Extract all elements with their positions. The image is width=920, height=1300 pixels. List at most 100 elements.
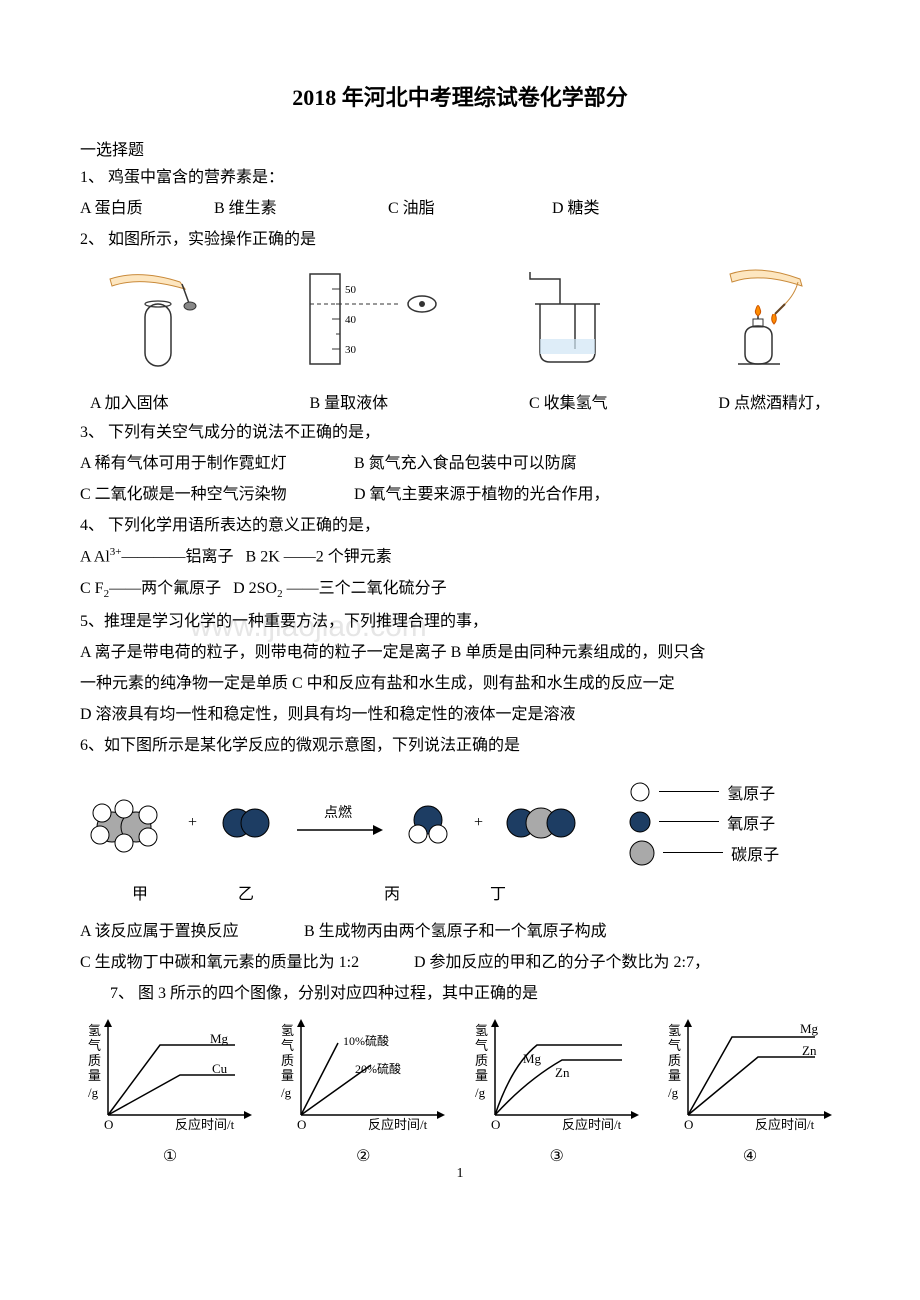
- q4-D-pre: D 2SO: [233, 580, 277, 597]
- legend-C: 碳原子: [731, 841, 779, 865]
- q6-row2: C 生成物丁中碳和氧元素的质量比为 1:2 D 参加反应的甲和乙的分子个数比为 …: [80, 949, 840, 976]
- q2-images: 50 40 30: [80, 264, 840, 379]
- q4-A-pre: A Al: [80, 549, 110, 566]
- q2-img-B: 50 40 30: [290, 264, 450, 379]
- svg-text:氢: 氢: [88, 1023, 101, 1038]
- svg-text:氢: 氢: [281, 1023, 294, 1038]
- molecule-yi: [215, 798, 275, 848]
- q3-B: B 氮气充入食品包装中可以防腐: [354, 450, 577, 477]
- svg-text:反应时间/t: 反应时间/t: [562, 1117, 622, 1132]
- q2-img-A: [90, 264, 230, 379]
- legend-O: 氧原子: [727, 810, 775, 834]
- section-header: 一选择题: [80, 136, 840, 160]
- q3-stem: 3、 下列有关空气成分的说法不正确的是，: [80, 419, 840, 446]
- q6-label-row: 甲 乙 丙 丁: [132, 880, 840, 904]
- svg-text:O: O: [491, 1117, 500, 1132]
- q4-B: B 2K ——2 个钾元素: [246, 549, 392, 566]
- svg-text:Zn: Zn: [802, 1043, 817, 1058]
- q3-row1: A 稀有气体可用于制作霓虹灯 B 氮气充入食品包装中可以防腐: [80, 450, 840, 477]
- arrow-icon: [293, 822, 383, 838]
- q5-l2: 一种元素的纯净物一定是单质 C 中和反应有盐和水生成，则有盐和水生成的反应一定: [80, 670, 840, 697]
- q2-img-C: [510, 264, 630, 379]
- label-bing: 丙: [384, 880, 400, 904]
- q2-D: D 点燃酒精灯，: [718, 389, 830, 413]
- q1-D: D 糖类: [552, 195, 600, 222]
- cyl-50: 50: [345, 284, 357, 296]
- q5-l3: D 溶液具有均一性和稳定性，则具有均一性和稳定性的液体一定是溶液: [80, 701, 840, 728]
- svg-text:Cu: Cu: [212, 1061, 228, 1076]
- q2-B: B 量取液体: [309, 389, 509, 413]
- q2-labels: A 加入固体 B 量取液体 C 收集氢气 D 点燃酒精灯，: [80, 389, 840, 413]
- q2-img-D: [690, 264, 830, 379]
- label-jia: 甲: [132, 880, 148, 904]
- q6-A: A 该反应属于置换反应: [80, 918, 300, 945]
- svg-text:O: O: [297, 1117, 306, 1132]
- q2-A: A 加入固体: [90, 389, 290, 413]
- svg-text:量: 量: [475, 1068, 488, 1083]
- q6-legend: 氢原子 氧原子 碳原子: [629, 774, 779, 872]
- chart-2: 氢气质量/g O 反应时间/t 10%硫酸 20%硫酸 ②: [273, 1015, 453, 1166]
- q4-row2: C F2——两个氟原子 D 2SO2 ——三个二氧化硫分子: [80, 575, 840, 604]
- molecule-jia: [80, 793, 170, 853]
- svg-text:质: 质: [88, 1053, 101, 1068]
- q1-A: A 蛋白质: [80, 195, 210, 222]
- q3-D: D 氧气主要来源于植物的光合作用，: [354, 481, 610, 508]
- chart4-num: ④: [660, 1146, 840, 1166]
- q4-A-sup: 3+: [110, 546, 122, 558]
- q6-diagram: + 点燃 + 氢原子 氧原子: [80, 774, 840, 872]
- chart-4: 氢气质量/g O 反应时间/t Mg Zn ④: [660, 1015, 840, 1166]
- cyl-40: 40: [345, 314, 357, 326]
- svg-text:质: 质: [281, 1053, 294, 1068]
- label-ding: 丁: [490, 880, 506, 904]
- q3-A: A 稀有气体可用于制作霓虹灯: [80, 450, 350, 477]
- q6-C: C 生成物丁中碳和氧元素的质量比为 1:2: [80, 949, 410, 976]
- q6-B: B 生成物丙由两个氢原子和一个氧原子构成: [304, 918, 607, 945]
- q1-stem: 1、 鸡蛋中富含的营养素是：: [80, 164, 840, 191]
- page-title: 2018 年河北中考理综试卷化学部分: [80, 80, 840, 112]
- label-yi: 乙: [238, 880, 254, 904]
- svg-text:量: 量: [88, 1068, 101, 1083]
- page-number: 1: [80, 1166, 840, 1182]
- svg-text:质: 质: [668, 1053, 681, 1068]
- q4-C-post: ——两个氟原子: [109, 580, 221, 597]
- q1-options: A 蛋白质 B 维生素 C 油脂 D 糖类: [80, 195, 840, 222]
- q4-row1: A Al3+————铝离子 B 2K ——2 个钾元素: [80, 543, 840, 571]
- q4-D-post: ——三个二氧化硫分子: [283, 580, 447, 597]
- svg-text:量: 量: [668, 1068, 681, 1083]
- q1-B: B 维生素: [214, 195, 384, 222]
- chart1-num: ①: [80, 1146, 260, 1166]
- svg-text:反应时间/t: 反应时间/t: [755, 1117, 815, 1132]
- svg-text:/g: /g: [281, 1085, 292, 1100]
- cyl-30: 30: [345, 344, 357, 356]
- svg-text:气: 气: [88, 1038, 101, 1053]
- svg-text:Zn: Zn: [555, 1065, 570, 1080]
- svg-text:O: O: [684, 1117, 693, 1132]
- svg-text:/g: /g: [668, 1085, 679, 1100]
- q7-charts: 氢气质量/g O 反应时间/t Mg Cu ① 氢气质量/g O 反应时间/t …: [80, 1015, 840, 1166]
- molecule-ding: [501, 798, 581, 848]
- chart2-num: ②: [273, 1146, 453, 1166]
- svg-text:量: 量: [281, 1068, 294, 1083]
- svg-text:气: 气: [475, 1038, 488, 1053]
- q7-stem: 7、 图 3 所示的四个图像，分别对应四种过程，其中正确的是: [80, 980, 840, 1007]
- q2-stem: 2、 如图所示，实验操作正确的是: [80, 226, 840, 253]
- arrow-label: 点燃: [293, 802, 383, 822]
- svg-text:Mg: Mg: [800, 1021, 819, 1036]
- svg-text:/g: /g: [475, 1085, 486, 1100]
- chart3-num: ③: [467, 1146, 647, 1166]
- svg-text:20%硫酸: 20%硫酸: [355, 1061, 401, 1076]
- molecule-bing: [401, 798, 456, 848]
- q3-C: C 二氧化碳是一种空气污染物: [80, 481, 350, 508]
- svg-text:反应时间/t: 反应时间/t: [175, 1117, 235, 1132]
- q6-D: D 参加反应的甲和乙的分子个数比为 2:7，: [414, 949, 710, 976]
- q6-plus1: +: [188, 814, 197, 832]
- svg-text:/g: /g: [88, 1085, 99, 1100]
- q4-A-post: ————铝离子: [122, 549, 234, 566]
- svg-text:Mg: Mg: [210, 1031, 229, 1046]
- svg-text:Mg: Mg: [523, 1051, 542, 1066]
- svg-text:10%硫酸: 10%硫酸: [343, 1033, 389, 1048]
- q1-C: C 油脂: [388, 195, 548, 222]
- q3-row2: C 二氧化碳是一种空气污染物 D 氧气主要来源于植物的光合作用，: [80, 481, 840, 508]
- chart-3: 氢气质量/g O 反应时间/t Mg Zn ③: [467, 1015, 647, 1166]
- svg-text:O: O: [104, 1117, 113, 1132]
